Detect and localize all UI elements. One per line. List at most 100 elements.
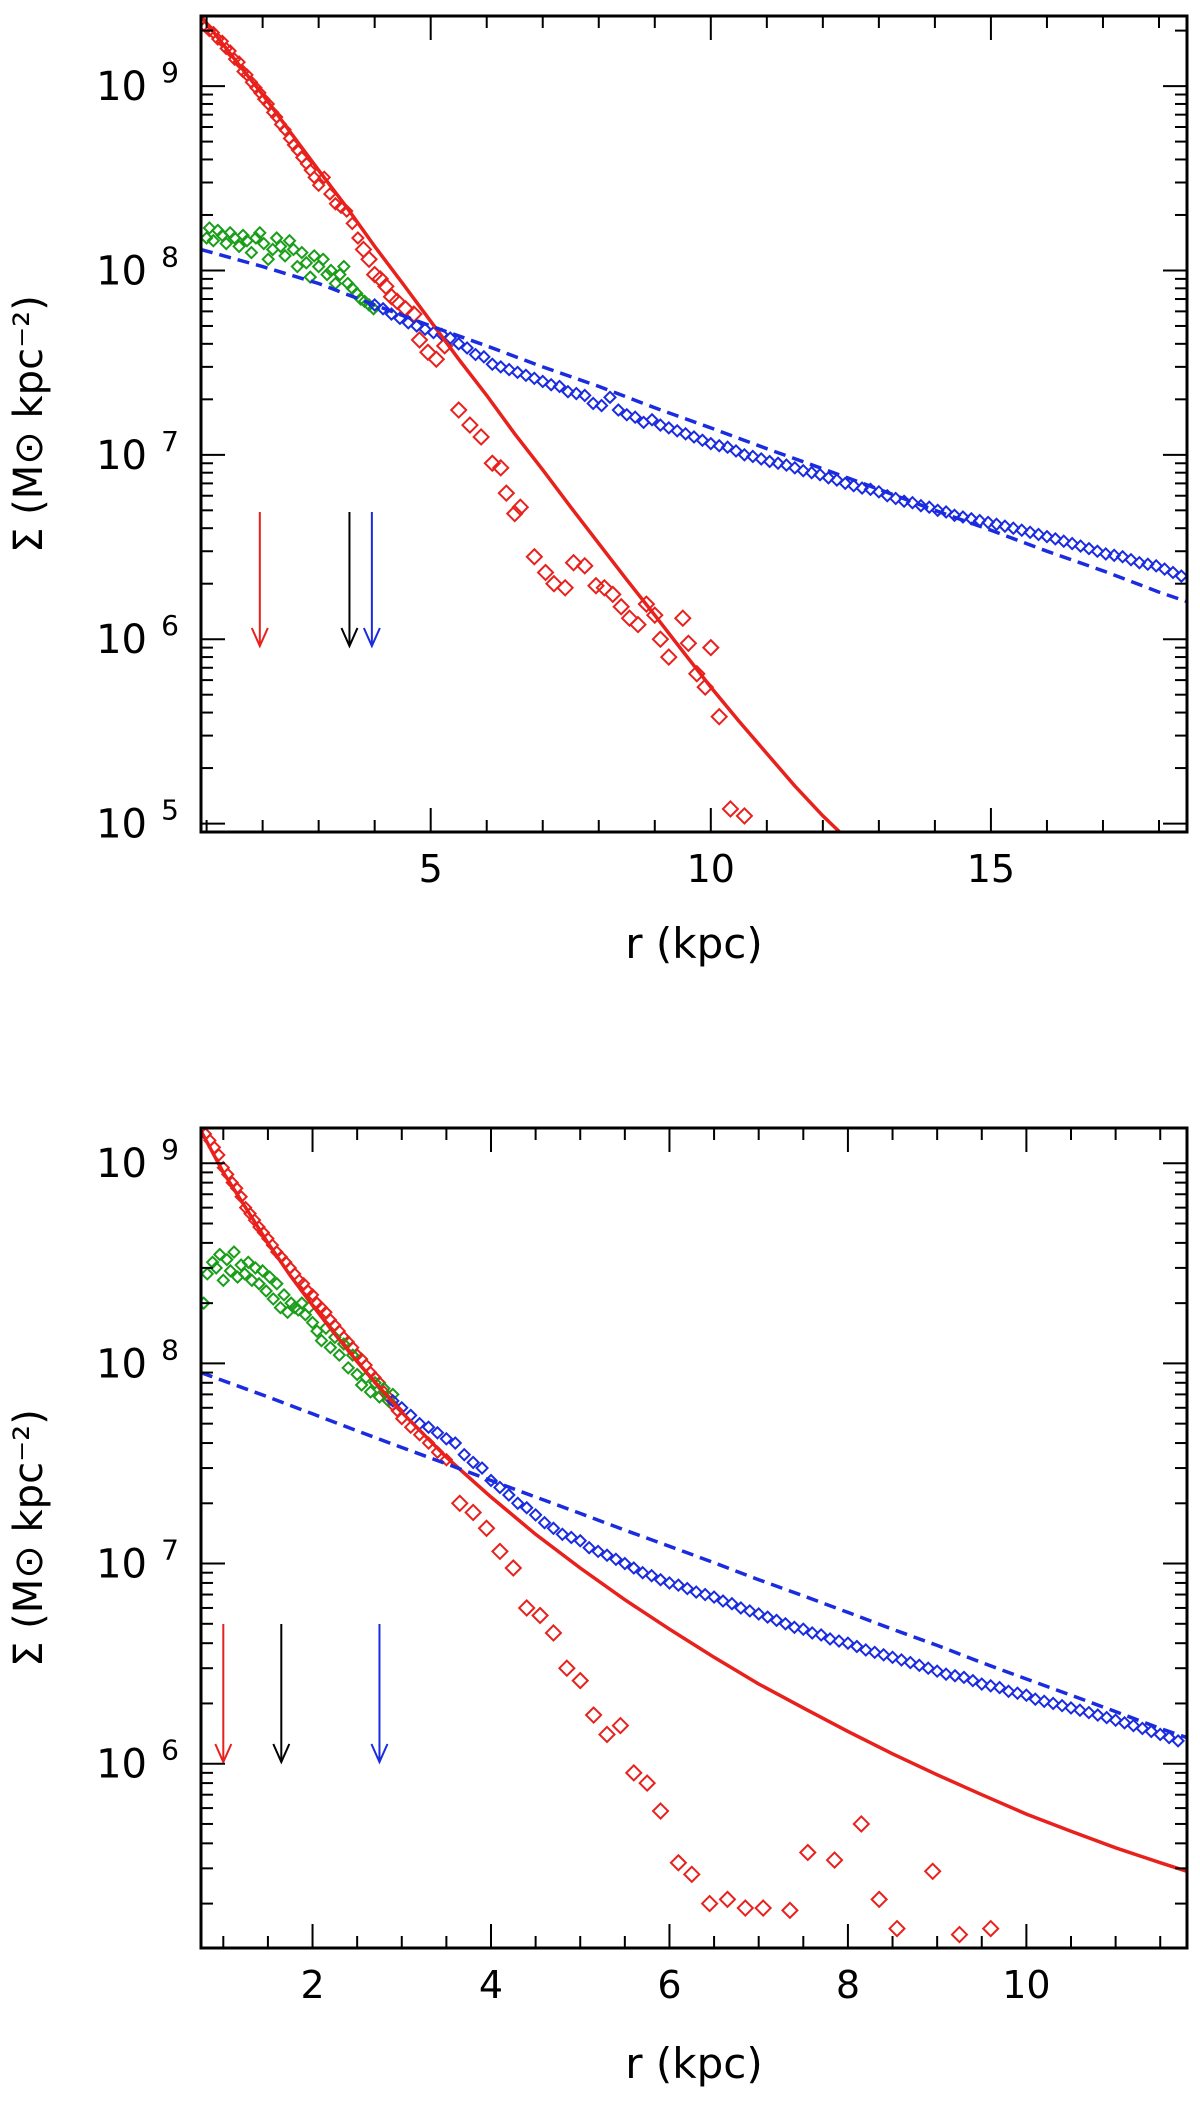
- data-point: [497, 484, 516, 503]
- top-panel: 5 10 15 10 5 10 6 10 7 10 8 10 9 r (kpc) Σ (M⊙ kpc⁻²): [6, 14, 1189, 968]
- data-point: [930, 503, 945, 518]
- data-point: [1023, 525, 1038, 540]
- plot-frame: [199, 1126, 1189, 1950]
- data-point: [219, 236, 234, 251]
- data-point: [1098, 547, 1113, 561]
- x-tick-label: 10: [1002, 1963, 1050, 2007]
- data-point: [659, 648, 678, 666]
- data-point: [645, 606, 664, 625]
- data-point: [248, 231, 263, 245]
- data-point: [227, 1245, 241, 1259]
- data-point: [584, 1706, 603, 1724]
- data-point: [316, 252, 331, 267]
- data-point: [1149, 558, 1164, 573]
- blue-arrow-marker: [362, 512, 381, 649]
- data-point: [328, 196, 343, 211]
- data-point: [350, 1367, 365, 1382]
- data-point: [737, 447, 752, 462]
- data-point: [829, 473, 844, 487]
- data-point: [536, 563, 555, 582]
- data-point: [555, 1527, 570, 1542]
- blue-dashed-fit-line: [201, 1370, 1187, 1740]
- data-point: [564, 1530, 579, 1545]
- data-point: [255, 1263, 270, 1278]
- data-point: [653, 1572, 668, 1587]
- data-point: [223, 1263, 238, 1278]
- data-point: [323, 1340, 338, 1355]
- data-point: [687, 430, 701, 444]
- data-point: [307, 248, 322, 263]
- y-tick-label: 10: [96, 1141, 147, 1187]
- data-point: [582, 1540, 597, 1555]
- x-tick-label: 2: [300, 1963, 324, 2007]
- data-point: [707, 1590, 721, 1604]
- data-point: [477, 349, 491, 364]
- data-point: [825, 1851, 844, 1869]
- data-point: [510, 365, 525, 380]
- data-point: [535, 374, 550, 389]
- data-point: [1115, 549, 1130, 564]
- data-point: [557, 1659, 576, 1678]
- data-point: [1132, 555, 1147, 570]
- data-point: [282, 233, 297, 248]
- data-point: [950, 1925, 969, 1944]
- data-point: [1107, 548, 1122, 563]
- data-point: [575, 556, 594, 575]
- data-point: [460, 416, 479, 434]
- data-point: [1028, 1692, 1043, 1707]
- black-arrow-marker: [272, 1624, 291, 1765]
- data-point: [981, 515, 996, 530]
- data-point: [327, 1330, 342, 1345]
- data-point: [421, 1420, 436, 1435]
- data-point: [1064, 1700, 1078, 1715]
- data-point: [1056, 534, 1071, 549]
- y-tick-exponent: 7: [161, 1534, 179, 1567]
- data-point: [294, 1296, 309, 1311]
- data-point: [409, 319, 424, 333]
- data-point: [286, 242, 301, 257]
- data-point: [700, 1894, 719, 1913]
- data-point: [651, 630, 670, 649]
- data-point: [305, 1315, 320, 1330]
- data-point: [885, 1650, 900, 1665]
- data-point: [673, 609, 692, 628]
- data-point: [360, 250, 378, 269]
- data-point: [241, 1255, 256, 1270]
- data-point: [921, 1661, 936, 1676]
- data-point: [948, 1668, 962, 1683]
- data-point: [609, 1552, 623, 1567]
- data-point: [202, 221, 217, 235]
- data-point: [814, 1627, 829, 1642]
- data-point: [1010, 1686, 1025, 1701]
- data-point: [201, 231, 214, 245]
- data-point: [324, 263, 338, 278]
- data-point: [477, 1519, 496, 1538]
- data-point: [838, 476, 853, 491]
- data-point: [781, 1901, 799, 1920]
- data-point: [930, 1664, 945, 1679]
- data-point: [733, 1601, 748, 1615]
- data-point: [439, 1452, 454, 1467]
- data-point: [760, 1610, 775, 1625]
- data-point: [571, 1671, 590, 1690]
- data-point: [544, 1624, 563, 1642]
- data-point: [449, 401, 468, 419]
- data-point: [624, 1763, 643, 1782]
- data-point: [662, 1576, 677, 1590]
- data-point: [537, 1515, 552, 1530]
- red-solid-fit-line: [201, 16, 841, 832]
- data-point: [729, 444, 743, 458]
- data-point: [1090, 1708, 1105, 1722]
- data-point: [787, 1620, 802, 1635]
- data-point: [209, 1260, 224, 1275]
- data-point: [1166, 565, 1180, 580]
- data-point: [401, 315, 416, 330]
- data-point: [888, 1919, 906, 1938]
- data-point: [212, 1247, 227, 1262]
- data-point: [505, 504, 524, 523]
- data-point: [821, 470, 836, 485]
- data-point: [628, 410, 643, 425]
- y-tick-label: 10: [96, 1341, 147, 1387]
- plot-area: [201, 16, 1187, 832]
- data-point: [989, 517, 1004, 532]
